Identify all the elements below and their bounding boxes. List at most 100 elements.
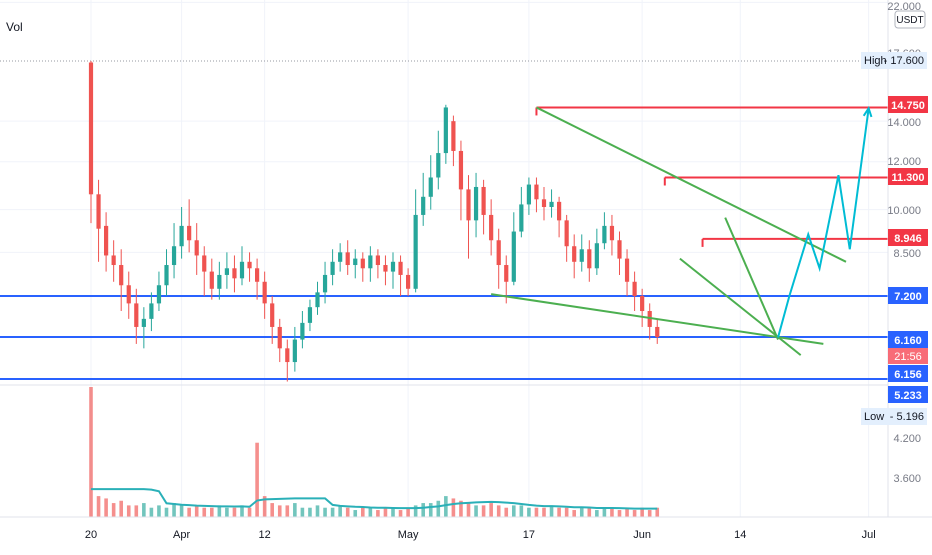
candle-body: [617, 240, 622, 259]
volume-bar: [217, 505, 222, 517]
time-tick-label: Apr: [173, 529, 190, 541]
candle-body: [466, 189, 471, 221]
volume-bar: [142, 503, 146, 517]
candle-body: [338, 252, 343, 262]
volume-bar: [655, 507, 660, 517]
volume-bar: [330, 507, 335, 517]
candle-body: [171, 246, 177, 266]
price-tick-label: 10.000: [887, 205, 921, 217]
currency-badge: [894, 10, 926, 29]
candle-body: [277, 326, 282, 349]
candle-body: [609, 225, 615, 241]
candle-body: [119, 265, 124, 286]
candle-body: [443, 107, 448, 154]
projection-arrowhead: [862, 106, 873, 118]
volume-bar: [391, 507, 395, 517]
volume-bar: [368, 507, 373, 517]
volume-bar: [308, 507, 312, 517]
volume-bar: [247, 507, 252, 517]
time-tick-label: 20: [85, 529, 97, 541]
volume-bar: [361, 507, 365, 517]
high-label: High: [864, 55, 887, 67]
candle-body: [88, 62, 94, 195]
volume-bar: [489, 503, 493, 517]
extra-price-badge: [888, 365, 928, 382]
volume-bar: [512, 505, 516, 517]
price-tick-label: 3.600: [893, 473, 921, 485]
candle-body: [224, 268, 229, 275]
low-badge: [861, 408, 927, 425]
candle-body: [398, 261, 403, 275]
candle-body: [368, 255, 373, 269]
price-tick-label: 14.000: [887, 117, 921, 129]
candle-body: [511, 231, 516, 282]
candle-body: [360, 258, 365, 269]
price-tick-label: 4.200: [893, 433, 921, 445]
candle-body: [262, 281, 267, 304]
volume-bar: [119, 500, 123, 517]
volume-indicator-label[interactable]: Vol: [6, 20, 23, 34]
volume-bar: [640, 507, 644, 517]
volume-bar: [338, 505, 342, 517]
candle-body: [526, 184, 531, 205]
candle-body: [647, 311, 652, 327]
candle-body: [164, 265, 169, 286]
volume-bar: [557, 507, 561, 517]
price-tick-label: 12.000: [887, 156, 921, 168]
volume-bar: [421, 503, 425, 517]
candle-body: [473, 186, 479, 221]
volume-bar: [225, 507, 229, 517]
candle-body: [489, 214, 494, 241]
volume-bar: [111, 503, 116, 517]
candle-body: [436, 153, 441, 178]
volume-bar: [164, 507, 169, 517]
price-axis-background: [888, 0, 932, 517]
volume-bar: [345, 507, 350, 517]
candle-body: [300, 322, 305, 340]
volume-bar: [519, 505, 524, 517]
volume-bar: [436, 500, 441, 517]
high-value: - 17.600: [884, 55, 924, 67]
volume-bar: [625, 507, 629, 517]
volume-bar: [89, 387, 93, 517]
candle-body: [375, 255, 380, 266]
volume-bar: [285, 505, 290, 517]
candle-body: [458, 150, 464, 190]
volume-bar: [428, 503, 433, 517]
volume-bar: [595, 510, 599, 517]
candle-body: [126, 285, 131, 304]
candle-body: [406, 274, 411, 289]
volume-bar: [610, 507, 614, 517]
candle-body: [209, 271, 214, 289]
candle-body: [187, 225, 192, 241]
volume-bar: [323, 507, 327, 517]
candle-body: [587, 249, 592, 269]
candle-body: [572, 246, 577, 262]
volume-bar: [157, 505, 161, 517]
candle-body: [315, 292, 320, 308]
candle-body: [96, 194, 101, 229]
candle-body: [217, 274, 222, 289]
low-label: Low: [864, 411, 884, 423]
time-tick-label: Jul: [862, 529, 876, 541]
countdown-label: 21:56: [894, 351, 922, 363]
volume-bar: [187, 507, 191, 517]
volume-bar: [194, 505, 199, 517]
volume-bar: [300, 507, 305, 517]
volume-bar: [444, 496, 448, 517]
volume-bar: [459, 500, 463, 517]
volume-bar: [149, 507, 154, 517]
candle-body: [534, 184, 539, 200]
volume-bar: [383, 507, 388, 517]
volume-bar: [232, 507, 237, 517]
volume-bar: [270, 503, 274, 517]
volume-bar: [602, 507, 607, 517]
volume-bar: [564, 507, 569, 517]
level-price-badge: [888, 331, 928, 348]
volume-bar: [179, 505, 184, 517]
trendline: [679, 257, 802, 356]
candle-body: [202, 255, 207, 272]
volume-bar: [315, 505, 320, 517]
